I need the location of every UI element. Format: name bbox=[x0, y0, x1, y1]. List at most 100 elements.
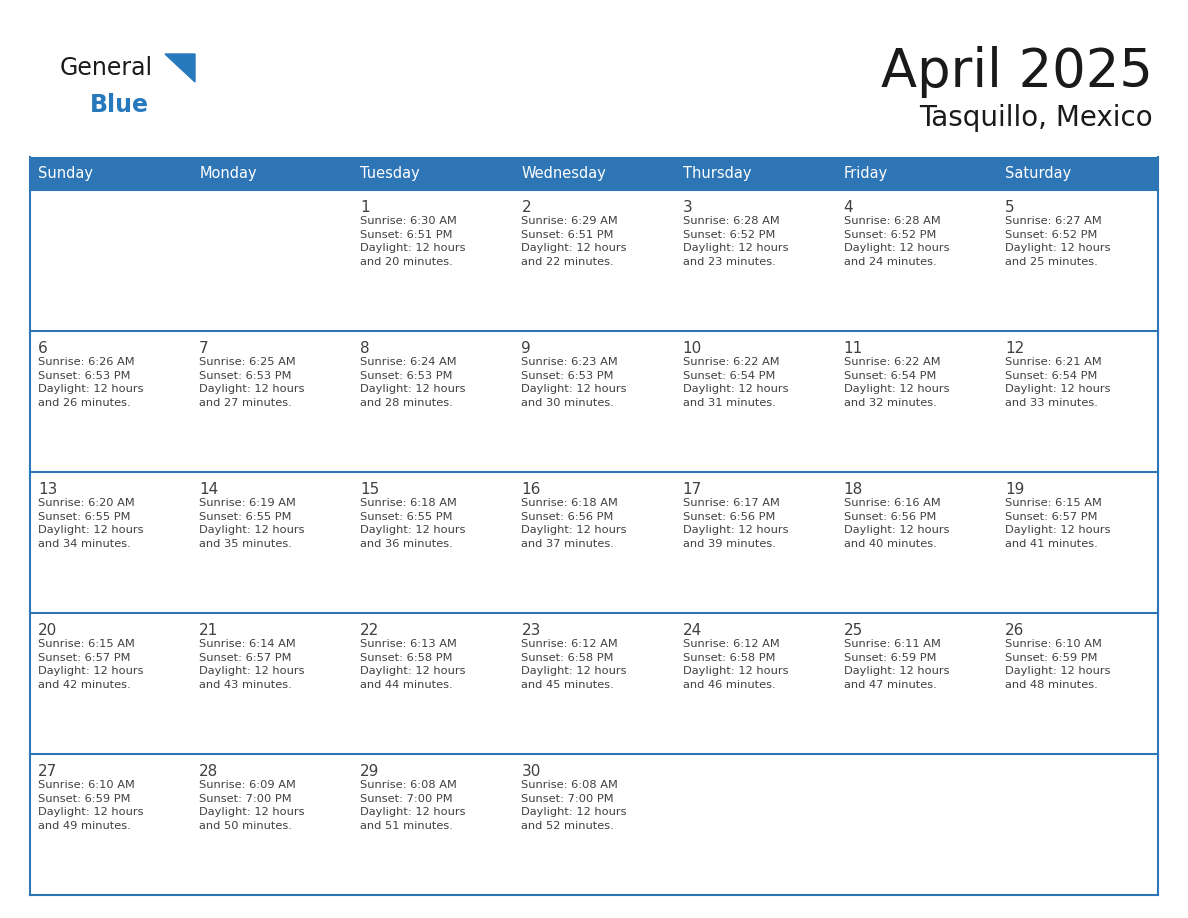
Bar bbox=[513, 613, 675, 754]
Bar bbox=[30, 613, 191, 754]
Text: Friday: Friday bbox=[843, 166, 887, 181]
Text: Sunrise: 6:09 AM
Sunset: 7:00 PM
Daylight: 12 hours
and 50 minutes.: Sunrise: 6:09 AM Sunset: 7:00 PM Dayligh… bbox=[200, 780, 304, 831]
Text: 9: 9 bbox=[522, 341, 531, 356]
Bar bbox=[997, 190, 1158, 331]
Bar bbox=[353, 754, 513, 895]
Text: 5: 5 bbox=[1005, 200, 1015, 215]
Text: Sunrise: 6:30 AM
Sunset: 6:51 PM
Daylight: 12 hours
and 20 minutes.: Sunrise: 6:30 AM Sunset: 6:51 PM Dayligh… bbox=[360, 216, 466, 267]
Polygon shape bbox=[165, 54, 195, 82]
Text: 28: 28 bbox=[200, 764, 219, 779]
Bar bbox=[30, 331, 191, 472]
Text: Saturday: Saturday bbox=[1005, 166, 1072, 181]
Bar bbox=[513, 190, 675, 331]
Text: Sunrise: 6:19 AM
Sunset: 6:55 PM
Daylight: 12 hours
and 35 minutes.: Sunrise: 6:19 AM Sunset: 6:55 PM Dayligh… bbox=[200, 498, 304, 549]
Bar bbox=[513, 331, 675, 472]
Text: Sunrise: 6:28 AM
Sunset: 6:52 PM
Daylight: 12 hours
and 23 minutes.: Sunrise: 6:28 AM Sunset: 6:52 PM Dayligh… bbox=[683, 216, 788, 267]
Text: Wednesday: Wednesday bbox=[522, 166, 606, 181]
Text: 15: 15 bbox=[360, 482, 379, 497]
Bar bbox=[675, 754, 835, 895]
Text: Sunrise: 6:27 AM
Sunset: 6:52 PM
Daylight: 12 hours
and 25 minutes.: Sunrise: 6:27 AM Sunset: 6:52 PM Dayligh… bbox=[1005, 216, 1111, 267]
Text: Sunrise: 6:22 AM
Sunset: 6:54 PM
Daylight: 12 hours
and 32 minutes.: Sunrise: 6:22 AM Sunset: 6:54 PM Dayligh… bbox=[843, 357, 949, 408]
Bar bbox=[997, 472, 1158, 613]
Text: 27: 27 bbox=[38, 764, 57, 779]
Text: 22: 22 bbox=[360, 623, 379, 638]
Bar bbox=[353, 331, 513, 472]
Text: 17: 17 bbox=[683, 482, 702, 497]
Text: Sunrise: 6:16 AM
Sunset: 6:56 PM
Daylight: 12 hours
and 40 minutes.: Sunrise: 6:16 AM Sunset: 6:56 PM Dayligh… bbox=[843, 498, 949, 549]
Text: Sunrise: 6:18 AM
Sunset: 6:55 PM
Daylight: 12 hours
and 36 minutes.: Sunrise: 6:18 AM Sunset: 6:55 PM Dayligh… bbox=[360, 498, 466, 549]
Text: Monday: Monday bbox=[200, 166, 257, 181]
Text: 18: 18 bbox=[843, 482, 862, 497]
Bar bbox=[191, 472, 353, 613]
Text: Sunrise: 6:12 AM
Sunset: 6:58 PM
Daylight: 12 hours
and 46 minutes.: Sunrise: 6:12 AM Sunset: 6:58 PM Dayligh… bbox=[683, 639, 788, 689]
Bar bbox=[30, 157, 1158, 190]
Bar bbox=[30, 472, 191, 613]
Bar bbox=[675, 613, 835, 754]
Text: Sunrise: 6:21 AM
Sunset: 6:54 PM
Daylight: 12 hours
and 33 minutes.: Sunrise: 6:21 AM Sunset: 6:54 PM Dayligh… bbox=[1005, 357, 1111, 408]
Text: 6: 6 bbox=[38, 341, 48, 356]
Bar bbox=[30, 190, 191, 331]
Bar bbox=[835, 754, 997, 895]
Text: 2: 2 bbox=[522, 200, 531, 215]
Bar bbox=[675, 331, 835, 472]
Text: 26: 26 bbox=[1005, 623, 1024, 638]
Bar bbox=[513, 472, 675, 613]
Text: April 2025: April 2025 bbox=[881, 46, 1154, 98]
Bar bbox=[835, 190, 997, 331]
Text: 8: 8 bbox=[360, 341, 369, 356]
Text: Sunrise: 6:08 AM
Sunset: 7:00 PM
Daylight: 12 hours
and 52 minutes.: Sunrise: 6:08 AM Sunset: 7:00 PM Dayligh… bbox=[522, 780, 627, 831]
Text: 10: 10 bbox=[683, 341, 702, 356]
Text: Sunrise: 6:10 AM
Sunset: 6:59 PM
Daylight: 12 hours
and 48 minutes.: Sunrise: 6:10 AM Sunset: 6:59 PM Dayligh… bbox=[1005, 639, 1111, 689]
Bar bbox=[191, 331, 353, 472]
Text: Thursday: Thursday bbox=[683, 166, 751, 181]
Text: Sunrise: 6:10 AM
Sunset: 6:59 PM
Daylight: 12 hours
and 49 minutes.: Sunrise: 6:10 AM Sunset: 6:59 PM Dayligh… bbox=[38, 780, 144, 831]
Text: 7: 7 bbox=[200, 341, 209, 356]
Text: Sunrise: 6:08 AM
Sunset: 7:00 PM
Daylight: 12 hours
and 51 minutes.: Sunrise: 6:08 AM Sunset: 7:00 PM Dayligh… bbox=[360, 780, 466, 831]
Text: Sunrise: 6:11 AM
Sunset: 6:59 PM
Daylight: 12 hours
and 47 minutes.: Sunrise: 6:11 AM Sunset: 6:59 PM Dayligh… bbox=[843, 639, 949, 689]
Bar bbox=[835, 613, 997, 754]
Text: Sunday: Sunday bbox=[38, 166, 93, 181]
Text: 30: 30 bbox=[522, 764, 541, 779]
Text: 20: 20 bbox=[38, 623, 57, 638]
Text: 3: 3 bbox=[683, 200, 693, 215]
Text: Sunrise: 6:29 AM
Sunset: 6:51 PM
Daylight: 12 hours
and 22 minutes.: Sunrise: 6:29 AM Sunset: 6:51 PM Dayligh… bbox=[522, 216, 627, 267]
Text: Sunrise: 6:15 AM
Sunset: 6:57 PM
Daylight: 12 hours
and 42 minutes.: Sunrise: 6:15 AM Sunset: 6:57 PM Dayligh… bbox=[38, 639, 144, 689]
Text: Sunrise: 6:22 AM
Sunset: 6:54 PM
Daylight: 12 hours
and 31 minutes.: Sunrise: 6:22 AM Sunset: 6:54 PM Dayligh… bbox=[683, 357, 788, 408]
Text: 19: 19 bbox=[1005, 482, 1024, 497]
Text: Sunrise: 6:20 AM
Sunset: 6:55 PM
Daylight: 12 hours
and 34 minutes.: Sunrise: 6:20 AM Sunset: 6:55 PM Dayligh… bbox=[38, 498, 144, 549]
Text: 25: 25 bbox=[843, 623, 862, 638]
Text: General: General bbox=[61, 56, 153, 80]
Text: Sunrise: 6:12 AM
Sunset: 6:58 PM
Daylight: 12 hours
and 45 minutes.: Sunrise: 6:12 AM Sunset: 6:58 PM Dayligh… bbox=[522, 639, 627, 689]
Text: Sunrise: 6:25 AM
Sunset: 6:53 PM
Daylight: 12 hours
and 27 minutes.: Sunrise: 6:25 AM Sunset: 6:53 PM Dayligh… bbox=[200, 357, 304, 408]
Text: 13: 13 bbox=[38, 482, 57, 497]
Text: 1: 1 bbox=[360, 200, 369, 215]
Text: Tuesday: Tuesday bbox=[360, 166, 421, 181]
Text: Sunrise: 6:28 AM
Sunset: 6:52 PM
Daylight: 12 hours
and 24 minutes.: Sunrise: 6:28 AM Sunset: 6:52 PM Dayligh… bbox=[843, 216, 949, 267]
Text: 23: 23 bbox=[522, 623, 541, 638]
Text: Sunrise: 6:17 AM
Sunset: 6:56 PM
Daylight: 12 hours
and 39 minutes.: Sunrise: 6:17 AM Sunset: 6:56 PM Dayligh… bbox=[683, 498, 788, 549]
Text: 24: 24 bbox=[683, 623, 702, 638]
Bar bbox=[997, 613, 1158, 754]
Text: Sunrise: 6:15 AM
Sunset: 6:57 PM
Daylight: 12 hours
and 41 minutes.: Sunrise: 6:15 AM Sunset: 6:57 PM Dayligh… bbox=[1005, 498, 1111, 549]
Text: Sunrise: 6:24 AM
Sunset: 6:53 PM
Daylight: 12 hours
and 28 minutes.: Sunrise: 6:24 AM Sunset: 6:53 PM Dayligh… bbox=[360, 357, 466, 408]
Text: 11: 11 bbox=[843, 341, 862, 356]
Bar bbox=[997, 754, 1158, 895]
Text: 14: 14 bbox=[200, 482, 219, 497]
Bar bbox=[191, 613, 353, 754]
Text: Sunrise: 6:18 AM
Sunset: 6:56 PM
Daylight: 12 hours
and 37 minutes.: Sunrise: 6:18 AM Sunset: 6:56 PM Dayligh… bbox=[522, 498, 627, 549]
Bar bbox=[191, 754, 353, 895]
Text: Sunrise: 6:23 AM
Sunset: 6:53 PM
Daylight: 12 hours
and 30 minutes.: Sunrise: 6:23 AM Sunset: 6:53 PM Dayligh… bbox=[522, 357, 627, 408]
Bar bbox=[675, 472, 835, 613]
Bar bbox=[835, 331, 997, 472]
Text: 4: 4 bbox=[843, 200, 853, 215]
Text: Sunrise: 6:26 AM
Sunset: 6:53 PM
Daylight: 12 hours
and 26 minutes.: Sunrise: 6:26 AM Sunset: 6:53 PM Dayligh… bbox=[38, 357, 144, 408]
Text: Sunrise: 6:13 AM
Sunset: 6:58 PM
Daylight: 12 hours
and 44 minutes.: Sunrise: 6:13 AM Sunset: 6:58 PM Dayligh… bbox=[360, 639, 466, 689]
Bar bbox=[513, 754, 675, 895]
Text: 12: 12 bbox=[1005, 341, 1024, 356]
Text: Tasquillo, Mexico: Tasquillo, Mexico bbox=[920, 104, 1154, 132]
Text: 21: 21 bbox=[200, 623, 219, 638]
Bar bbox=[353, 472, 513, 613]
Bar bbox=[835, 472, 997, 613]
Text: 16: 16 bbox=[522, 482, 541, 497]
Bar bbox=[30, 754, 191, 895]
